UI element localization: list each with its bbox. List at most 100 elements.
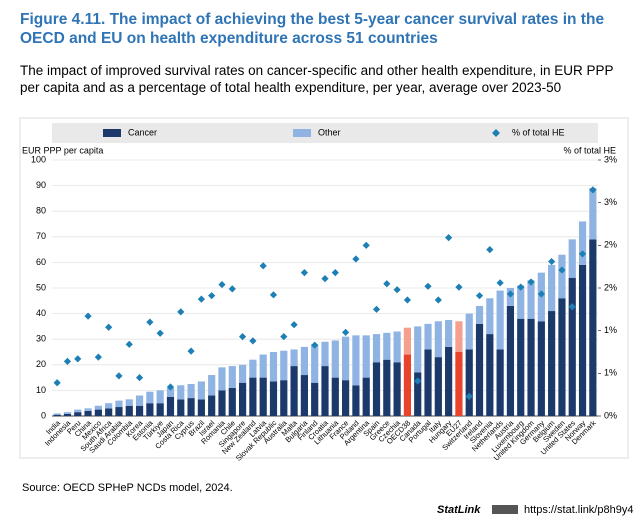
dot [414, 377, 422, 385]
dot [280, 333, 288, 341]
bar-segment [208, 375, 216, 396]
bar-segment [238, 382, 247, 416]
bar-segment [177, 385, 185, 400]
bar-segment [434, 321, 442, 358]
bar-segment [506, 305, 515, 416]
dot [496, 279, 504, 287]
bar-segment [53, 413, 61, 415]
dot [125, 340, 133, 348]
bar-segment [156, 390, 164, 404]
dot [537, 290, 545, 298]
dot [63, 357, 72, 365]
bar-segment [393, 331, 401, 363]
bar-segment [393, 362, 401, 416]
bar-segment [84, 410, 92, 416]
dot [300, 269, 308, 277]
chart-title: Figure 4.11. The impact of achieving the… [20, 11, 605, 47]
dot [115, 372, 123, 380]
bar-segment [105, 403, 113, 409]
bar-segment [228, 366, 236, 388]
dot [187, 347, 195, 355]
bar-segment [331, 377, 339, 416]
dot [321, 275, 329, 283]
bar-segment [218, 390, 226, 416]
dot [177, 308, 185, 316]
bar-segment [177, 399, 185, 416]
dot [197, 295, 205, 303]
bar-segment [383, 332, 391, 360]
dot [362, 241, 370, 249]
dot [249, 337, 257, 345]
bar-segment [548, 311, 556, 416]
legend-swatch [293, 129, 311, 137]
dot [445, 234, 453, 242]
dot [517, 283, 525, 291]
bar-segment [94, 409, 102, 416]
legend-band [52, 123, 598, 143]
dot [156, 329, 164, 337]
dot [506, 290, 515, 298]
bar-segment [280, 380, 288, 416]
bar-segment [414, 326, 422, 373]
statlink-url[interactable]: https://stat.link/p8h9y4 [524, 504, 633, 516]
bar-segment [166, 387, 175, 397]
y2-tick-label: 2% [604, 240, 617, 250]
bar-segment [403, 354, 412, 416]
dot [228, 285, 236, 293]
bar-segment [300, 346, 308, 376]
dot [486, 246, 494, 254]
y-tick-label: 60 [36, 257, 46, 267]
dot [455, 283, 463, 291]
bar-segment [568, 277, 576, 416]
bar-segment [218, 367, 226, 391]
dot [259, 262, 267, 270]
bar-segment [475, 323, 484, 416]
bar-segment [84, 408, 92, 411]
bar-segment [527, 280, 535, 319]
y-tick-label: 70 [36, 231, 46, 241]
bar-segment [455, 321, 463, 352]
bar-segment [269, 381, 278, 416]
bar-segment [486, 298, 494, 335]
bar-segment [537, 321, 545, 416]
dot [290, 321, 298, 329]
dot [311, 341, 319, 349]
dot [74, 355, 82, 363]
dot [548, 257, 556, 266]
bar-segment [445, 346, 453, 416]
bar-segment [486, 334, 494, 416]
bar-segment [465, 349, 473, 416]
bar-segment [197, 381, 205, 400]
bar-segment [269, 352, 278, 382]
bar-segment [187, 384, 195, 399]
bar-segment [496, 349, 504, 416]
dot [475, 292, 484, 300]
bar-segment [424, 349, 432, 416]
y2-tick-label: 2% [604, 282, 617, 292]
dot [424, 282, 432, 290]
bar-segment [455, 352, 463, 416]
bar-segment [527, 318, 535, 416]
dot [53, 379, 61, 387]
y-tick-label: 30 [36, 334, 46, 344]
legend-swatch [103, 129, 121, 137]
bar-segment [280, 350, 288, 381]
bar-segment [105, 408, 113, 416]
y-tick-label: 10 [36, 385, 46, 395]
dot [342, 328, 350, 336]
y-tick-label: 40 [36, 308, 46, 318]
bar-segment [197, 399, 205, 416]
y-tick-label: 20 [36, 359, 46, 369]
legend-label: Cancer [128, 127, 157, 137]
bar-segment [342, 336, 350, 381]
bar-segment [578, 221, 587, 265]
bar-segment [352, 335, 360, 386]
dot [105, 323, 113, 331]
legend-swatch [492, 129, 500, 137]
bar-segment [321, 341, 329, 367]
bar-segment [578, 264, 587, 416]
y-axis-label: EUR PPP per capita [22, 145, 103, 155]
bar-segment [63, 413, 72, 416]
bar-segment [475, 305, 484, 324]
